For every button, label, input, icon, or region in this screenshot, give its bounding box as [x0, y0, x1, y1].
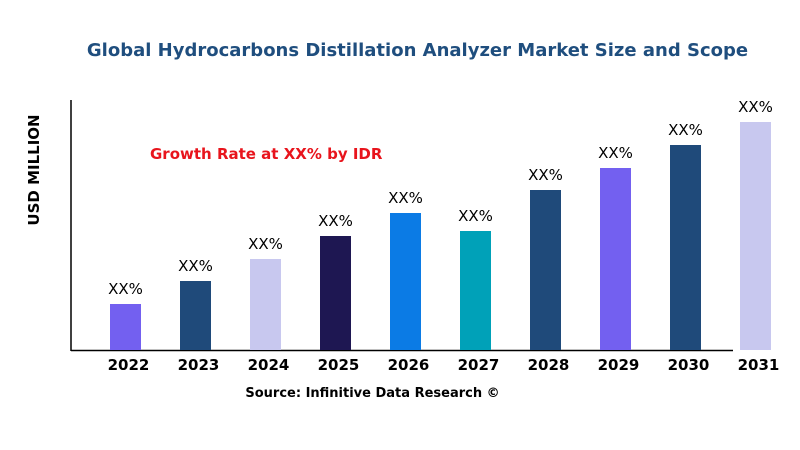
bar-2031 — [740, 122, 771, 350]
data-label-2031: XX% — [738, 98, 773, 116]
data-label-2025: XX% — [318, 212, 353, 230]
x-tick-label-2030: 2030 — [668, 356, 710, 374]
bar-2030 — [670, 145, 701, 350]
data-label-2022: XX% — [108, 280, 143, 298]
chart-title: Global Hydrocarbons Distillation Analyze… — [86, 40, 749, 61]
source-note: Source: Infinitive Data Research © — [245, 386, 500, 401]
data-label-2027: XX% — [458, 207, 493, 225]
x-tick-label-2026: 2026 — [388, 356, 430, 374]
x-tick-label-2022: 2022 — [108, 356, 150, 374]
bar-2027 — [460, 231, 491, 350]
data-label-2024: XX% — [248, 235, 283, 253]
x-tick-label-2025: 2025 — [318, 356, 360, 374]
bar-2023 — [180, 281, 211, 350]
data-label-2026: XX% — [388, 189, 423, 207]
bar-2029 — [600, 168, 631, 350]
bar-2028 — [530, 190, 561, 350]
x-tick-label-2024: 2024 — [248, 356, 290, 374]
growth-rate-annotation: Growth Rate at XX% by IDR — [150, 145, 383, 163]
data-label-2028: XX% — [528, 166, 563, 184]
x-tick-label-2028: 2028 — [528, 356, 570, 374]
x-tick-label-2027: 2027 — [458, 356, 500, 374]
bar-2025 — [320, 236, 351, 350]
data-label-2023: XX% — [178, 257, 213, 275]
x-tick-label-2023: 2023 — [178, 356, 220, 374]
x-tick-label-2031: 2031 — [738, 356, 780, 374]
bar-2024 — [250, 259, 281, 350]
bar-2026 — [390, 213, 421, 350]
x-tick-label-2029: 2029 — [598, 356, 640, 374]
data-label-2030: XX% — [668, 121, 703, 139]
data-label-2029: XX% — [598, 144, 633, 162]
bar-2022 — [110, 304, 141, 350]
